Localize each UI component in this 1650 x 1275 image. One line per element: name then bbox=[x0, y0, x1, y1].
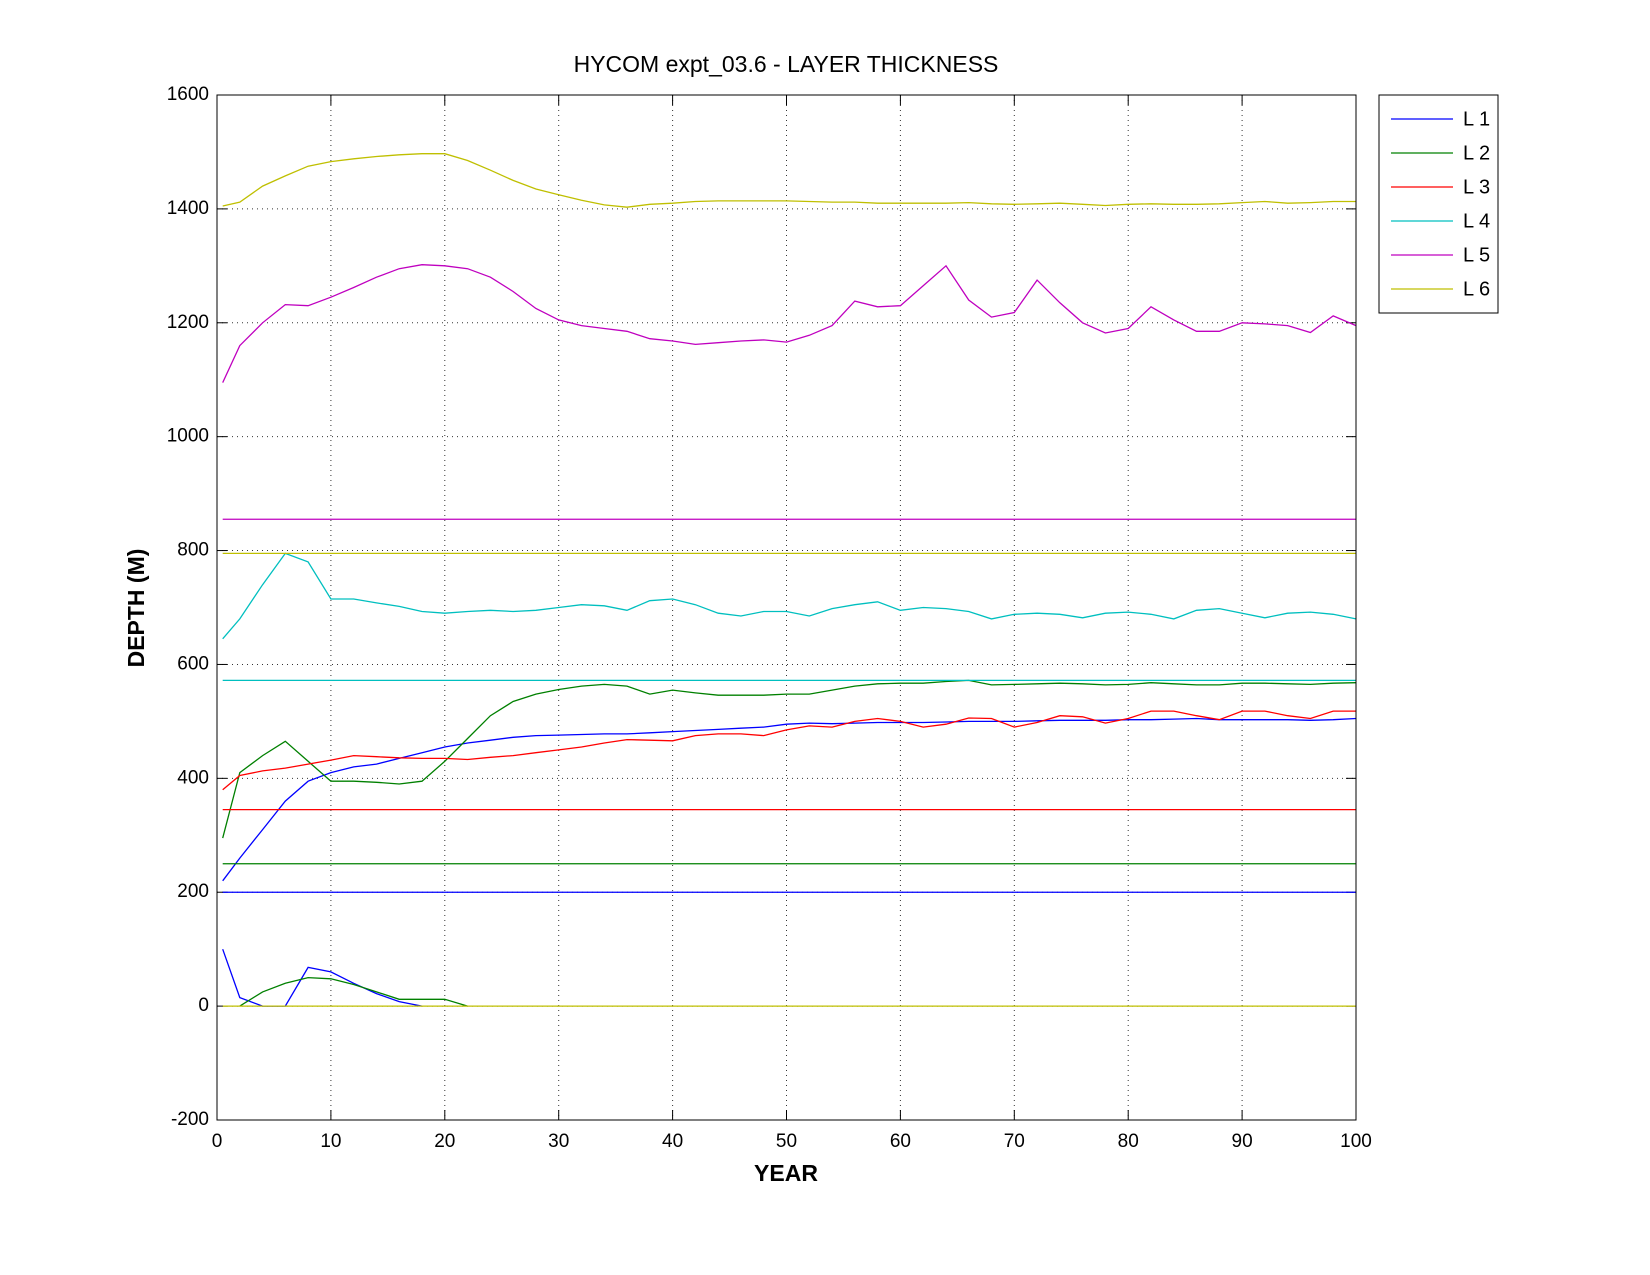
plot-area bbox=[217, 95, 1356, 1120]
series-line bbox=[222, 264, 1357, 383]
series-line bbox=[222, 679, 1357, 839]
y-tick-label: 1000 bbox=[167, 426, 209, 447]
series-line bbox=[222, 710, 1356, 791]
lower-series-line bbox=[222, 948, 423, 1007]
x-tick-label: 20 bbox=[434, 1131, 455, 1152]
y-axis-label: DEPTH (M) bbox=[123, 549, 149, 668]
series-line bbox=[222, 717, 1357, 882]
y-tick-label: 0 bbox=[198, 995, 209, 1016]
x-tick-label: 50 bbox=[776, 1131, 797, 1152]
y-tick-label: 1400 bbox=[167, 198, 209, 219]
x-tick-label: 100 bbox=[1340, 1131, 1372, 1152]
y-tick-label: 800 bbox=[177, 540, 209, 561]
x-tick-label: 80 bbox=[1118, 1131, 1139, 1152]
y-tick-label: 600 bbox=[177, 653, 209, 674]
legend-label: L 5 bbox=[1463, 244, 1490, 266]
series-line bbox=[222, 153, 1356, 208]
legend-label: L 3 bbox=[1463, 176, 1490, 198]
x-tick-label: 90 bbox=[1232, 1131, 1253, 1152]
x-tick-label: 60 bbox=[890, 1131, 911, 1152]
y-tick-label: 200 bbox=[177, 881, 209, 902]
x-tick-label: 40 bbox=[662, 1131, 683, 1152]
legend-label: L 4 bbox=[1463, 210, 1490, 232]
legend-label: L 6 bbox=[1463, 278, 1490, 300]
lower-series-line bbox=[239, 976, 468, 1007]
x-tick-label: 30 bbox=[548, 1131, 569, 1152]
y-tick-label: -200 bbox=[171, 1109, 209, 1130]
x-tick-label: 10 bbox=[320, 1131, 341, 1152]
y-tick-label: 1200 bbox=[167, 312, 209, 333]
series-line bbox=[222, 552, 1357, 640]
x-tick-label: 0 bbox=[212, 1131, 223, 1152]
y-tick-label: 400 bbox=[177, 767, 209, 788]
x-axis-label: YEAR bbox=[754, 1160, 818, 1186]
legend-label: L 1 bbox=[1463, 108, 1490, 130]
legend-box bbox=[1378, 94, 1499, 314]
chart-title: HYCOM expt_03.6 - LAYER THICKNESS bbox=[574, 51, 999, 77]
legend-label: L 2 bbox=[1463, 142, 1490, 164]
y-tick-label: 1600 bbox=[167, 84, 209, 105]
plot-frame bbox=[216, 94, 1357, 1121]
x-tick-label: 70 bbox=[1004, 1131, 1025, 1152]
